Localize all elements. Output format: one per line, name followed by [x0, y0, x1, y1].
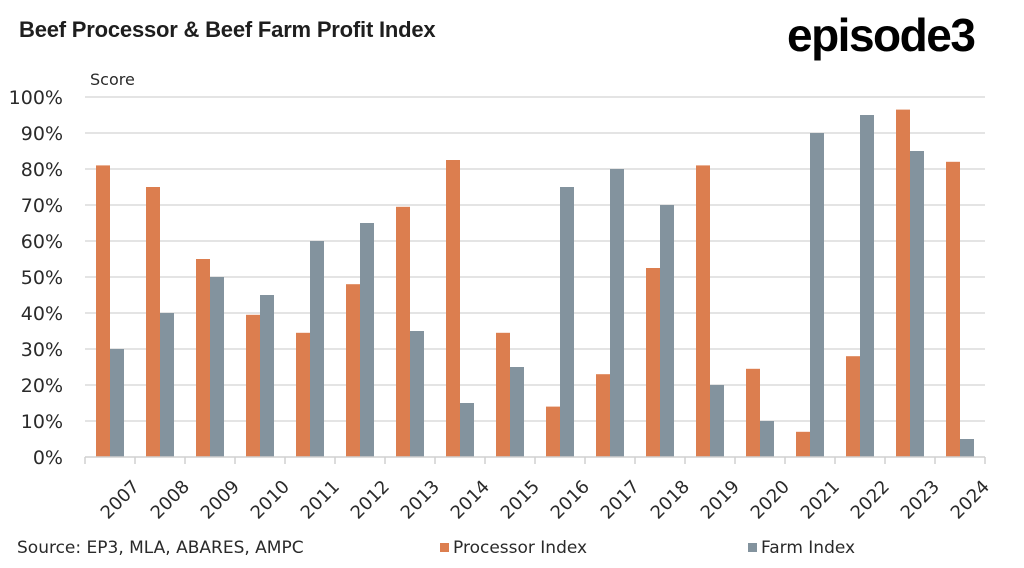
y-tick-label: 100%	[9, 87, 63, 109]
processor-bar-2016	[546, 406, 560, 457]
processor-bar-2008	[146, 187, 160, 457]
legend-swatch-processor	[440, 543, 449, 552]
y-axis-ticks: 0% 10% 20% 30% 40% 50% 60% 70% 80% 90% 100%	[9, 87, 63, 469]
farm-bar-2016	[560, 187, 574, 457]
x-tick-label: 2007	[97, 476, 144, 523]
y-tick-label: 80%	[21, 159, 63, 181]
processor-bar-2017	[596, 374, 610, 457]
x-tick-label: 2024	[947, 476, 994, 523]
farm-bar-2017	[610, 169, 624, 457]
legend-label-processor: Processor Index	[453, 538, 588, 558]
processor-bar-2019	[696, 165, 710, 457]
processor-bar-2020	[746, 368, 760, 457]
y-tick-label: 20%	[21, 375, 63, 397]
x-tick-label: 2019	[697, 476, 744, 523]
x-tick-label: 2018	[647, 476, 694, 523]
x-axis: 2007 2008 2009 2010 2011 2012 2013 2014 2015 2016…	[84, 456, 994, 524]
episode3-logo: episode3	[787, 9, 976, 61]
x-tick-label: 2015	[497, 476, 544, 523]
farm-bar-2023	[910, 151, 924, 457]
processor-bar-2013	[396, 206, 410, 457]
source-note: Source: EP3, MLA, ABARES, AMPC	[17, 538, 304, 558]
y-tick-label: 30%	[21, 339, 63, 361]
legend-item-farm[interactable]: Farm Index	[748, 538, 855, 558]
x-tick-label: 2016	[547, 476, 594, 523]
x-tick-label: 2010	[247, 476, 294, 523]
farm-bar-2021	[810, 133, 824, 457]
x-tick-label: 2011	[297, 476, 344, 523]
farm-bar-2013	[410, 331, 424, 457]
processor-bar-2015	[496, 332, 510, 457]
farm-bar-2019	[710, 385, 724, 457]
processor-bar-2007	[96, 165, 110, 457]
legend-label-farm: Farm Index	[761, 538, 856, 558]
y-tick-label: 60%	[21, 231, 63, 253]
x-tick-label: 2020	[747, 476, 794, 523]
farm-bar-2011	[310, 241, 324, 457]
bars	[96, 109, 974, 458]
y-tick-label: 90%	[21, 123, 63, 145]
legend-swatch-farm	[748, 543, 757, 552]
farm-bar-2022	[860, 115, 874, 457]
y-tick-label: 0%	[33, 447, 63, 469]
y-axis-label: Score	[90, 70, 135, 89]
processor-bar-2023	[896, 109, 910, 457]
farm-bar-2008	[160, 313, 174, 457]
legend-item-processor[interactable]: Processor Index	[440, 538, 587, 558]
x-tick-label: 2013	[397, 476, 444, 523]
x-tick-label: 2012	[347, 476, 394, 523]
farm-bar-2009	[210, 277, 224, 457]
farm-bar-2018	[660, 205, 674, 457]
farm-bar-2015	[510, 367, 524, 457]
x-tick-label: 2009	[197, 476, 244, 523]
processor-bar-2014	[446, 160, 460, 457]
y-tick-label: 10%	[21, 411, 63, 433]
x-tick-label: 2008	[147, 476, 194, 523]
farm-bar-2010	[260, 295, 274, 457]
processor-bar-2018	[646, 268, 660, 457]
y-tick-label: 70%	[21, 195, 63, 217]
x-tick-label: 2021	[797, 476, 844, 523]
processor-bar-2011	[296, 332, 310, 457]
farm-bar-2007	[110, 349, 124, 457]
farm-bar-2024	[960, 439, 974, 457]
gridlines	[85, 96, 985, 422]
processor-bar-2010	[246, 314, 260, 457]
processor-bar-2022	[846, 356, 860, 457]
processor-bar-2009	[196, 259, 210, 457]
x-tick-label: 2022	[847, 476, 894, 523]
processor-bar-2024	[946, 161, 960, 458]
processor-bar-2021	[796, 431, 810, 457]
x-tick-label: 2017	[597, 476, 644, 523]
farm-bar-2020	[760, 421, 774, 457]
farm-bar-2012	[360, 223, 374, 457]
y-tick-label: 40%	[21, 303, 63, 325]
y-tick-label: 50%	[21, 267, 63, 289]
chart-title: Beef Processor & Beef Farm Profit Index	[19, 17, 436, 42]
farm-bar-2014	[460, 403, 474, 457]
x-tick-label: 2023	[897, 476, 944, 523]
x-tick-label: 2014	[447, 476, 494, 523]
processor-bar-2012	[346, 284, 360, 457]
